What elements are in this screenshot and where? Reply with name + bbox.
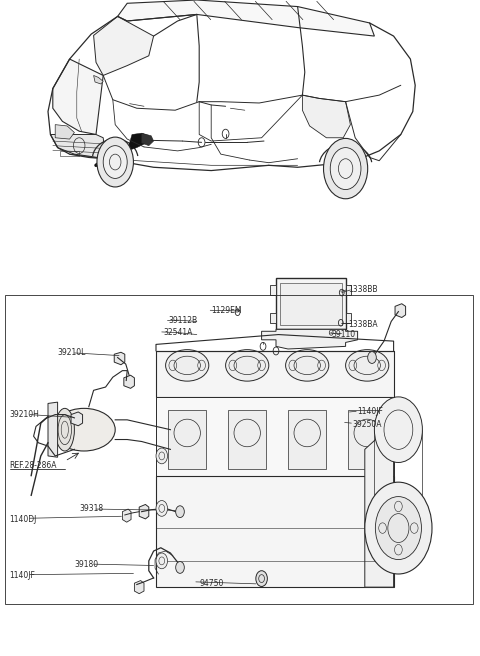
Text: 39210H: 39210H xyxy=(10,410,39,419)
Ellipse shape xyxy=(53,408,115,451)
Text: 39210L: 39210L xyxy=(58,348,86,358)
Bar xyxy=(288,410,326,469)
Text: 1129EM: 1129EM xyxy=(211,306,242,315)
Text: 1338BA: 1338BA xyxy=(348,320,378,329)
Polygon shape xyxy=(122,509,131,522)
Bar xyxy=(156,397,394,476)
Polygon shape xyxy=(142,133,154,146)
Polygon shape xyxy=(94,16,154,75)
Circle shape xyxy=(97,137,133,187)
Text: REF.28-286A: REF.28-286A xyxy=(10,461,57,470)
Polygon shape xyxy=(270,285,276,295)
Bar xyxy=(5,295,473,604)
Text: 1140JF: 1140JF xyxy=(10,571,36,581)
Polygon shape xyxy=(55,125,74,139)
Circle shape xyxy=(330,148,361,190)
Text: 1140JF: 1140JF xyxy=(358,407,384,416)
Bar xyxy=(168,410,206,469)
Bar xyxy=(60,151,79,156)
Ellipse shape xyxy=(346,350,389,381)
Polygon shape xyxy=(53,59,103,134)
Bar xyxy=(280,283,342,325)
Polygon shape xyxy=(134,581,144,594)
Ellipse shape xyxy=(166,350,209,381)
Text: 39112B: 39112B xyxy=(168,316,197,325)
Text: 1338BB: 1338BB xyxy=(348,285,377,295)
Polygon shape xyxy=(302,95,350,138)
Text: 39318: 39318 xyxy=(79,504,103,513)
Circle shape xyxy=(324,138,368,199)
Ellipse shape xyxy=(286,350,329,381)
Polygon shape xyxy=(139,504,149,519)
Polygon shape xyxy=(127,133,149,151)
Bar xyxy=(228,410,266,469)
Circle shape xyxy=(375,497,421,560)
Bar xyxy=(348,410,386,469)
Polygon shape xyxy=(48,402,58,457)
Text: 94750: 94750 xyxy=(199,579,224,588)
Circle shape xyxy=(176,562,184,573)
Polygon shape xyxy=(118,0,374,36)
Polygon shape xyxy=(94,75,103,84)
Polygon shape xyxy=(71,412,83,426)
Polygon shape xyxy=(124,375,134,388)
Circle shape xyxy=(156,553,168,569)
Polygon shape xyxy=(50,134,106,159)
Circle shape xyxy=(103,146,127,178)
Polygon shape xyxy=(114,352,125,365)
Ellipse shape xyxy=(226,350,269,381)
Polygon shape xyxy=(346,285,351,295)
Bar xyxy=(156,351,394,397)
Text: 32541A: 32541A xyxy=(163,328,192,337)
Polygon shape xyxy=(395,304,406,318)
Circle shape xyxy=(368,352,376,363)
Circle shape xyxy=(156,448,168,464)
Bar xyxy=(276,278,346,329)
Polygon shape xyxy=(365,436,394,587)
Text: 39110: 39110 xyxy=(331,330,355,339)
Circle shape xyxy=(365,482,432,574)
Circle shape xyxy=(176,506,184,518)
Text: 1140DJ: 1140DJ xyxy=(10,515,37,524)
Circle shape xyxy=(374,397,422,462)
Bar xyxy=(156,476,394,587)
Circle shape xyxy=(156,501,168,516)
Polygon shape xyxy=(270,313,276,323)
Text: 39250A: 39250A xyxy=(353,420,382,429)
Text: 39180: 39180 xyxy=(74,560,98,569)
Ellipse shape xyxy=(55,408,74,451)
Polygon shape xyxy=(262,329,358,349)
Circle shape xyxy=(256,571,267,586)
Polygon shape xyxy=(346,313,351,323)
